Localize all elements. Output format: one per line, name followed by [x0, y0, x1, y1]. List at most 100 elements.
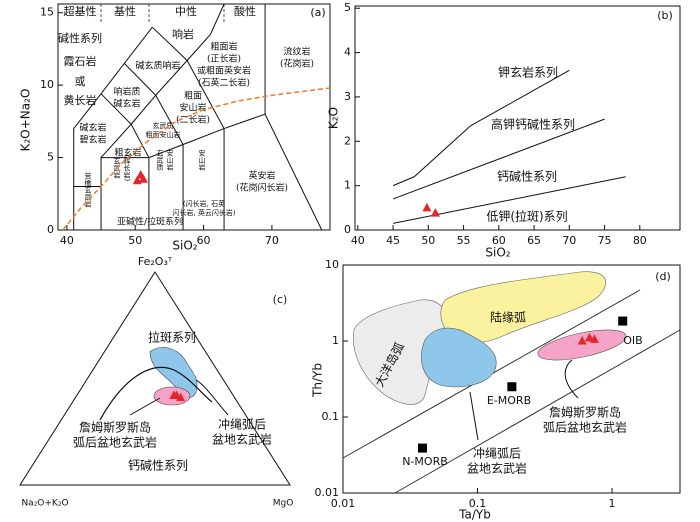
x-tick-label: 55	[457, 234, 471, 247]
data-point	[585, 332, 595, 342]
panel-a: (a) SiO₂ K₂O+Na₂O 超基性 基性 中性 酸性 碱性系列 亚碱性/…	[19, 4, 326, 253]
panel-label: (a)	[310, 6, 325, 19]
continental-arc-field	[440, 271, 606, 343]
field-label: 玄武质	[156, 149, 164, 172]
y-tick-label: 0	[47, 223, 54, 236]
field-label: (闪长岩, 石英	[183, 199, 225, 208]
field-label: 冲绳弧后	[218, 417, 266, 432]
x-tick-label: 0.1	[469, 497, 487, 510]
plot-frame	[354, 5, 681, 231]
data-point	[577, 336, 587, 345]
field-label: 粗面安山岩	[146, 130, 181, 139]
y-axis-label: K₂O	[327, 107, 341, 129]
vertex-label: MgO	[273, 499, 294, 509]
header-label: 中性	[175, 4, 197, 18]
reference-point	[507, 382, 517, 392]
field-label: 或粗面英安岩	[197, 65, 251, 77]
arrow	[195, 379, 229, 416]
series-label: 亚碱性/拉斑系列	[117, 216, 183, 228]
field-label: 弧后盆地玄武岩	[543, 420, 627, 435]
field-label: 闪长岩, 英云闪长岩)	[172, 208, 235, 217]
data-point	[589, 334, 599, 343]
series-divider	[62, 87, 331, 231]
y-tick-label: 15	[40, 6, 54, 19]
boundary-line	[73, 26, 153, 230]
panel-b: (b) SiO₂ K₂O 钾玄岩系列 高钾钙碱性系列 钙碱性系列 低钾(拉斑)系…	[327, 9, 673, 260]
field-label: 碱玄岩	[79, 122, 106, 134]
field-label: (辉长岩)	[123, 155, 131, 182]
panel-label: (d)	[655, 270, 671, 283]
okinawa-field	[149, 347, 198, 399]
field-label: 低钾(拉斑)系列	[486, 209, 567, 224]
field-label: 拉斑系列	[148, 330, 196, 345]
x-tick-label: 70	[265, 234, 279, 247]
array-line	[394, 329, 681, 494]
field-label: 英安岩	[248, 170, 275, 182]
boundary-curve	[99, 366, 213, 421]
x-axis-label: SiO₂	[485, 246, 510, 260]
field-label: 粗面岩	[210, 41, 237, 53]
y-tick-label: 5	[344, 1, 351, 14]
boundary-line	[151, 26, 188, 61]
field-label: 粗玄岩	[114, 147, 141, 159]
field-label: 碱玄岩	[113, 98, 140, 110]
y-tick-label: 10	[40, 78, 54, 91]
boundary-line	[392, 118, 605, 200]
arrow	[564, 359, 579, 399]
field-label: 响岩	[172, 27, 194, 41]
x-tick-label: 40	[351, 234, 365, 247]
james-ross-field	[537, 329, 627, 361]
panel-d: (d) Ta/Yb Th/Yb 大洋岛弧 陆缘弧 冲绳弧后 盆地玄武岩 詹姆斯罗…	[311, 270, 681, 522]
x-tick-label: 60	[492, 234, 506, 247]
x-axis-label: Ta/Yb	[458, 508, 491, 522]
field-label: 响岩质	[113, 86, 140, 98]
field-label: 霞石岩	[64, 54, 97, 68]
y-axis-label: K₂O+Na₂O	[19, 89, 33, 152]
ref-label: N-MORB	[402, 455, 448, 468]
field-label: 或	[75, 75, 86, 88]
data-point	[422, 202, 432, 212]
field-label: 弧后盆地玄武岩	[73, 435, 157, 450]
y-tick-label: 0.1	[322, 410, 340, 423]
reference-point	[418, 443, 428, 453]
field-label: 钙碱性系列	[497, 170, 557, 184]
plot-frame	[57, 3, 331, 231]
field-label: (花岗闪长岩)	[236, 182, 288, 194]
field-label: 陆缘弧	[490, 310, 526, 325]
field-label: (二长岩)	[176, 114, 210, 126]
x-tick-label: 0.01	[331, 497, 356, 510]
x-tick-label: 60	[197, 234, 211, 247]
field-label: 詹姆斯罗斯岛	[549, 405, 621, 420]
x-tick-label: 70	[562, 234, 576, 247]
header-label: 超基性	[64, 4, 97, 18]
field-label: (花岗岩)	[280, 58, 314, 70]
boundary-line	[392, 69, 570, 187]
field-label: 盆地玄武岩	[212, 432, 272, 447]
vertex-label: Fe₂O₃ᵀ	[138, 255, 173, 268]
field-label: 黄长岩	[64, 93, 97, 107]
field-label: 冲绳弧后	[473, 446, 521, 461]
x-tick-label: 50	[421, 234, 435, 247]
panel-label: (b)	[657, 9, 673, 22]
field-label: 安山岩	[198, 149, 206, 172]
data-point	[430, 208, 440, 217]
ternary-frame	[19, 271, 291, 486]
reference-point	[618, 316, 628, 326]
x-tick-label: 45	[386, 234, 400, 247]
field-label: 高钾钙碱性系列	[491, 117, 575, 132]
field-label: 盆地玄武岩	[467, 461, 527, 476]
x-tick-label: 80	[633, 234, 647, 247]
field-label: (正长岩)	[207, 53, 241, 65]
field-label: 钾玄岩系列	[498, 65, 558, 80]
data-point	[176, 392, 186, 402]
okinawa-field	[421, 327, 497, 388]
field-label: 詹姆斯罗斯岛	[79, 420, 151, 435]
vertex-label: Na₂O+K₂O	[21, 499, 68, 509]
header-label: 酸性	[234, 4, 256, 18]
plot-frame	[342, 264, 681, 494]
field-label: 碱玄质响岩	[135, 60, 180, 72]
x-tick-label: 75	[598, 234, 612, 247]
y-tick-label: 4	[344, 46, 351, 59]
field-label: 玄武质	[153, 121, 174, 130]
